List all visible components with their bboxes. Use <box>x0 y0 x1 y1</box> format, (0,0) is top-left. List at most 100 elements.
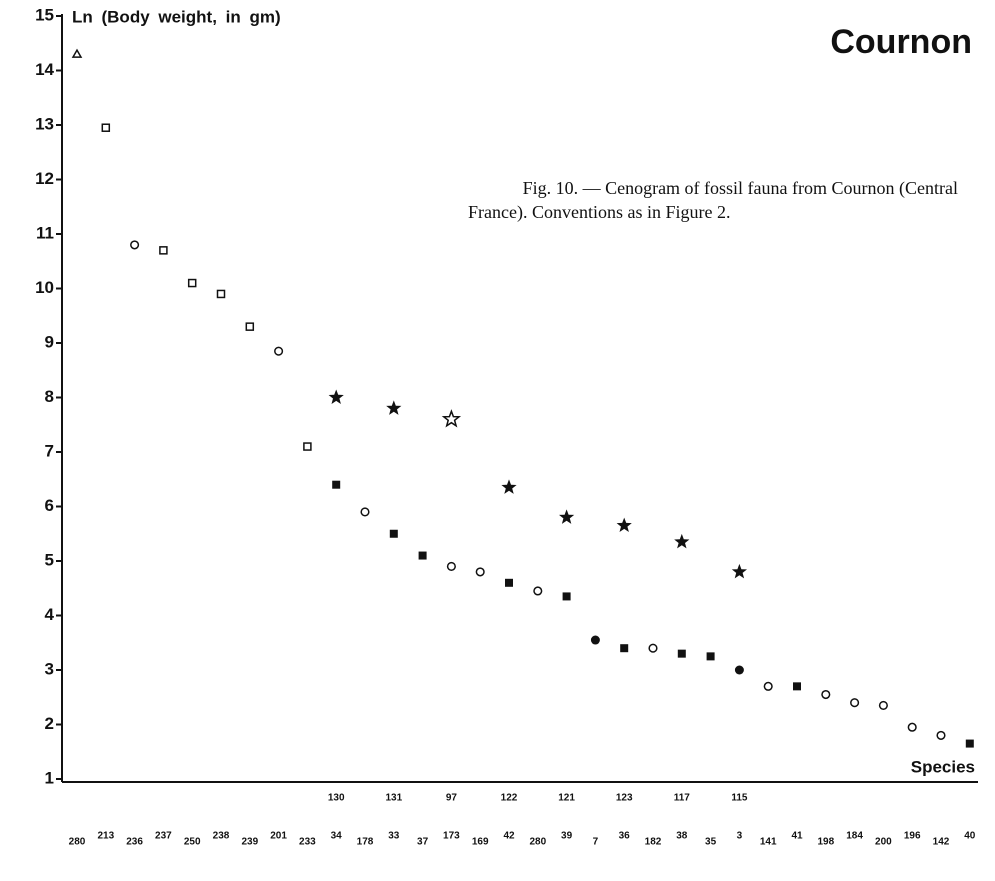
x-tick-label: 233 <box>299 837 316 848</box>
point-star <box>559 509 575 524</box>
x-tick-label: 42 <box>503 831 515 842</box>
x-tick-label: 198 <box>817 837 834 848</box>
x-tick-label: 239 <box>241 837 258 848</box>
point-circle <box>878 700 888 710</box>
x-tick-label-upper: 117 <box>674 793 691 804</box>
x-tick-label: 173 <box>443 831 460 842</box>
point-square <box>101 123 111 132</box>
point-triangle <box>71 48 83 58</box>
y-tick-label: 1 <box>45 768 54 787</box>
point-circle <box>360 507 370 517</box>
x-tick-label: 3 <box>737 831 743 842</box>
x-tick-label: 7 <box>593 837 599 848</box>
x-tick-label-upper: 131 <box>385 793 402 804</box>
y-tick-label: 12 <box>35 169 54 188</box>
point-circle <box>850 698 860 708</box>
x-tick-label: 280 <box>69 837 86 848</box>
point-circle-filled <box>734 665 744 675</box>
x-tick-label: 201 <box>270 831 287 842</box>
point-square <box>187 278 197 288</box>
x-tick-label: 213 <box>97 831 114 842</box>
x-tick-label: 184 <box>846 831 863 842</box>
point-circle <box>533 586 543 596</box>
point-square-filled <box>418 551 427 560</box>
x-tick-label-upper: 123 <box>616 793 633 804</box>
point-square-filled <box>332 480 341 489</box>
point-circle <box>648 643 658 653</box>
point-star-open <box>441 409 462 428</box>
point-square <box>216 289 226 299</box>
chart-title: Cournon <box>830 23 972 61</box>
point-star <box>386 400 402 415</box>
y-tick-label: 3 <box>45 659 54 678</box>
point-square-filled <box>965 739 974 748</box>
x-tick-label: 35 <box>705 837 717 848</box>
x-tick-label: 142 <box>933 837 950 848</box>
x-tick-label: 169 <box>472 837 489 848</box>
point-star <box>616 517 632 532</box>
x-tick-label: 38 <box>676 831 688 842</box>
point-square <box>303 442 312 451</box>
x-tick-label-upper: 121 <box>558 793 575 804</box>
point-circle <box>130 240 140 250</box>
x-tick-label: 40 <box>964 831 976 842</box>
x-tick-label: 34 <box>331 831 343 842</box>
x-tick-label: 196 <box>904 831 921 842</box>
x-tick-label: 39 <box>561 831 573 842</box>
point-star <box>501 479 517 494</box>
x-tick-label-upper: 115 <box>731 793 748 804</box>
x-tick-label: 37 <box>417 837 429 848</box>
y-tick-label: 9 <box>45 332 54 351</box>
x-tick-label: 238 <box>213 831 230 842</box>
point-circle <box>936 730 946 740</box>
point-circle <box>274 346 284 356</box>
point-circle <box>821 689 831 700</box>
point-square-filled <box>505 578 513 587</box>
x-tick-label-upper: 97 <box>446 793 458 804</box>
y-axis-label: Ln (Body weight, in gm) <box>72 7 281 26</box>
point-star <box>674 533 690 549</box>
y-tick-label: 6 <box>45 496 54 515</box>
x-tick-label-upper: 130 <box>328 793 345 804</box>
point-square-filled <box>677 649 686 658</box>
y-tick-label: 15 <box>35 5 54 24</box>
x-tick-label: 178 <box>357 837 374 848</box>
x-tick-label: 36 <box>619 831 631 842</box>
point-square-filled <box>562 592 571 601</box>
point-square-filled <box>620 644 629 653</box>
x-tick-label: 236 <box>126 837 143 848</box>
x-tick-label: 141 <box>760 837 777 848</box>
point-circle <box>907 722 917 732</box>
point-circle-filled <box>590 635 600 645</box>
point-circle <box>475 567 485 577</box>
point-star <box>731 563 747 579</box>
point-square-filled <box>706 652 715 661</box>
x-tick-label: 33 <box>388 831 400 842</box>
point-square <box>159 246 168 255</box>
y-tick-label: 2 <box>45 714 54 733</box>
point-square-filled <box>389 529 398 538</box>
x-tick-label-upper: 122 <box>501 793 518 804</box>
y-tick-label: 4 <box>45 605 55 624</box>
point-square-filled <box>793 682 801 691</box>
y-tick-label: 14 <box>35 60 54 79</box>
y-tick-label: 8 <box>45 387 54 406</box>
x-tick-label: 250 <box>184 837 201 848</box>
point-circle <box>763 681 773 691</box>
x-tick-label: 280 <box>529 837 546 848</box>
point-square <box>245 322 255 331</box>
x-tick-label: 200 <box>875 837 892 848</box>
y-tick-label: 10 <box>35 278 54 297</box>
x-tick-label: 41 <box>791 831 803 842</box>
x-tick-label: 182 <box>645 837 662 848</box>
y-tick-label: 7 <box>45 441 54 460</box>
y-tick-label: 13 <box>35 114 54 133</box>
point-star <box>328 389 344 404</box>
x-axis-label: Species <box>911 757 975 776</box>
y-tick-label: 5 <box>45 550 54 569</box>
caption-line: Fig. 10. — Cenogram of fossil fauna from… <box>523 178 958 199</box>
y-tick-label: 11 <box>36 223 54 242</box>
point-circle <box>446 561 456 572</box>
x-tick-label: 237 <box>155 831 172 842</box>
